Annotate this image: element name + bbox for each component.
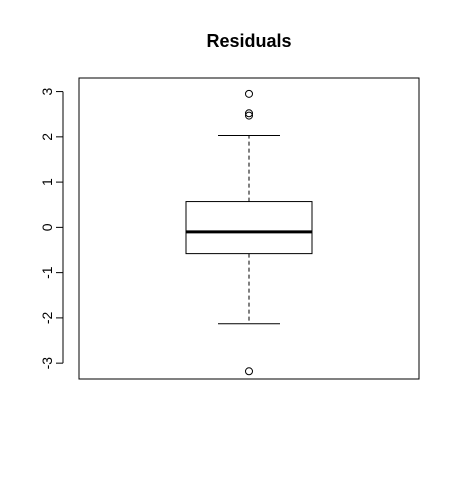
plot-frame bbox=[78, 77, 420, 380]
y-tick-label: 2 bbox=[39, 133, 55, 141]
y-tick-label: 1 bbox=[39, 178, 55, 186]
outlier-point bbox=[245, 111, 253, 120]
iqr-box bbox=[185, 201, 313, 255]
y-tick-label: 3 bbox=[39, 87, 55, 95]
outlier-point bbox=[245, 109, 253, 118]
outlier-point bbox=[245, 89, 253, 98]
y-axis: -3 -2 -1 0 1 2 3 bbox=[39, 87, 64, 370]
chart-title: Residuals bbox=[206, 31, 291, 51]
outliers bbox=[245, 89, 253, 376]
y-tick-label: -3 bbox=[39, 357, 55, 370]
y-tick-label: 0 bbox=[39, 223, 55, 231]
y-tick-label: -2 bbox=[39, 311, 55, 324]
y-tick-label: -1 bbox=[39, 266, 55, 279]
outlier-point bbox=[245, 367, 253, 376]
box-plot bbox=[185, 134, 313, 325]
